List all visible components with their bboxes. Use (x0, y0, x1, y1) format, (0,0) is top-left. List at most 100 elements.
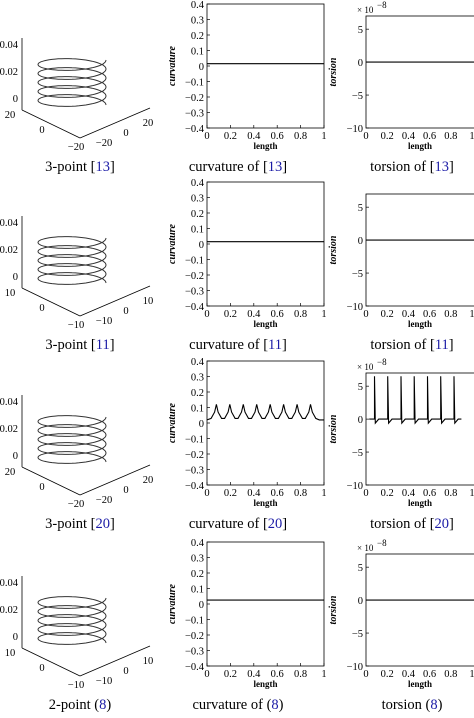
curvature-x-tick-label: 0.4 (247, 488, 261, 499)
torsion-y-tick-label: −10 (347, 662, 363, 673)
torsion-axes-box (365, 372, 474, 486)
curvature-y-tick-label: 0.3 (191, 554, 204, 565)
caption-end: ] (110, 159, 115, 175)
torsion-y-tick-label: −10 (347, 302, 363, 313)
torsion-scale-label: × 10 (357, 543, 374, 553)
torsion-scale-exponent: −8 (377, 357, 387, 367)
curvature-x-tick-label: 0.8 (294, 669, 307, 680)
torsion-x-tick-label: 0.8 (444, 131, 457, 142)
curvature-plot: 0.40.30.20.10−0.1−0.2−0.3−0.40 0.2 0.4 0.6 0… (167, 0, 327, 151)
caption-text: curvature of [ (189, 159, 268, 175)
curvature-x-tick-label: 0.6 (271, 309, 284, 320)
helix-plot: 0.04 0.02 0 10 0 −10 10 0 −10 (0, 576, 153, 691)
curvature-y-tick-label: −0.1 (185, 435, 204, 446)
y-tick-label: −20 (96, 495, 112, 506)
z-tick-label: 0.02 (0, 245, 18, 256)
torsion-scale-exponent: −8 (377, 0, 387, 10)
z-tick-label: 0.02 (0, 424, 18, 435)
curvature-x-axis-label: length (253, 498, 277, 508)
x-axis-line (21, 647, 81, 677)
curvature-x-axis-label: length (253, 319, 277, 329)
curvature-y-axis-label: curvature (167, 402, 178, 443)
caption-ref: 11 (268, 337, 282, 353)
curvature-y-tick-label: 0.3 (191, 194, 204, 205)
caption-text: 2-point ( (49, 697, 100, 713)
torsion-x-tick-label: 1 (469, 488, 474, 499)
curvature-y-tick-label: −0.4 (185, 662, 205, 673)
caption-text: curvature of ( (193, 697, 272, 713)
y-tick-label: 0 (123, 128, 128, 139)
torsion-x-tick-label: 0.8 (444, 669, 457, 680)
curvature-x-tick-label: 0 (204, 669, 209, 680)
x-tick-label: −10 (68, 680, 84, 691)
torsion-axes-box (365, 15, 474, 129)
curvature-axes-box (206, 3, 325, 129)
caption-ref: 13 (435, 159, 450, 175)
caption-torsion: torsion of [11] (370, 337, 453, 353)
curvature-y-tick-label: 0 (199, 419, 204, 430)
curvature-x-tick-label: 1 (321, 131, 326, 142)
y-tick-label: 10 (143, 296, 154, 307)
y-axis-line (79, 645, 151, 677)
torsion-axes-box (365, 553, 474, 667)
caption-helix: 3-point [20] (45, 516, 115, 532)
curvature-y-tick-label: −0.3 (185, 109, 204, 120)
curvature-x-tick-label: 0.6 (271, 669, 284, 680)
torsion-x-tick-label: 1 (469, 669, 474, 680)
curvature-y-axis-label: curvature (167, 45, 178, 86)
curvature-x-tick-label: 0 (204, 488, 209, 499)
curvature-y-tick-label: 0.1 (191, 47, 204, 58)
torsion-x-tick-label: 0.8 (444, 488, 457, 499)
curvature-x-tick-label: 1 (321, 309, 326, 320)
curvature-y-tick-label: −0.2 (185, 93, 204, 104)
curvature-series-line (206, 404, 324, 421)
torsion-x-tick-label: 0.6 (423, 309, 436, 320)
caption-ref: 8 (271, 697, 278, 713)
curvature-x-tick-label: 0.8 (294, 488, 307, 499)
torsion-x-axis-label: length (408, 498, 432, 508)
curvature-x-tick-label: 0.8 (294, 131, 307, 142)
helix-curve (37, 58, 107, 107)
curvature-y-tick-label: −0.1 (185, 616, 204, 627)
torsion-y-axis-label: torsion (328, 414, 339, 443)
curvature-x-tick-label: 0.2 (224, 309, 237, 320)
torsion-y-tick-label: 5 (358, 382, 363, 393)
curvature-y-tick-label: −0.1 (185, 78, 204, 89)
caption-text: 3-point [ (45, 337, 96, 353)
caption-ref: 20 (96, 516, 111, 532)
helix-curve (37, 236, 107, 285)
torsion-scale-exponent: −8 (377, 538, 387, 548)
torsion-y-tick-label: 0 (358, 596, 363, 607)
x-tick-label: 0 (39, 482, 44, 493)
torsion-x-tick-label: 0.2 (381, 488, 394, 499)
curvature-y-tick-label: 0 (199, 62, 204, 73)
caption-end: ] (282, 516, 287, 532)
curvature-y-tick-label: −0.4 (185, 302, 205, 313)
torsion-x-tick-label: 0.6 (423, 131, 436, 142)
curvature-y-axis-label: curvature (167, 223, 178, 264)
curvature-y-axis-label: curvature (167, 583, 178, 624)
z-tick-label: 0 (13, 94, 18, 105)
y-tick-label: −10 (96, 676, 112, 687)
x-tick-label: 20 (5, 110, 16, 121)
curvature-plot: 0.40.30.20.10−0.1−0.2−0.3−0.40 0.2 0.4 0.6 0… (167, 178, 327, 329)
caption-end: ) (279, 697, 284, 713)
y-axis-line (79, 107, 151, 139)
curvature-x-tick-label: 0.2 (224, 488, 237, 499)
torsion-x-axis-label: length (408, 141, 432, 151)
z-tick-label: 0.04 (0, 397, 19, 408)
helix-curve (37, 415, 107, 464)
caption-text: torsion of [ (370, 337, 435, 353)
y-tick-label: 0 (123, 306, 128, 317)
caption-text: torsion ( (382, 697, 431, 713)
curvature-x-tick-label: 0.4 (247, 669, 261, 680)
y-tick-label: 0 (123, 485, 128, 496)
torsion-x-tick-label: 1 (469, 309, 474, 320)
curvature-x-axis-label: length (253, 141, 277, 151)
torsion-x-tick-label: 0 (363, 131, 368, 142)
curvature-y-tick-label: −0.1 (185, 256, 204, 267)
